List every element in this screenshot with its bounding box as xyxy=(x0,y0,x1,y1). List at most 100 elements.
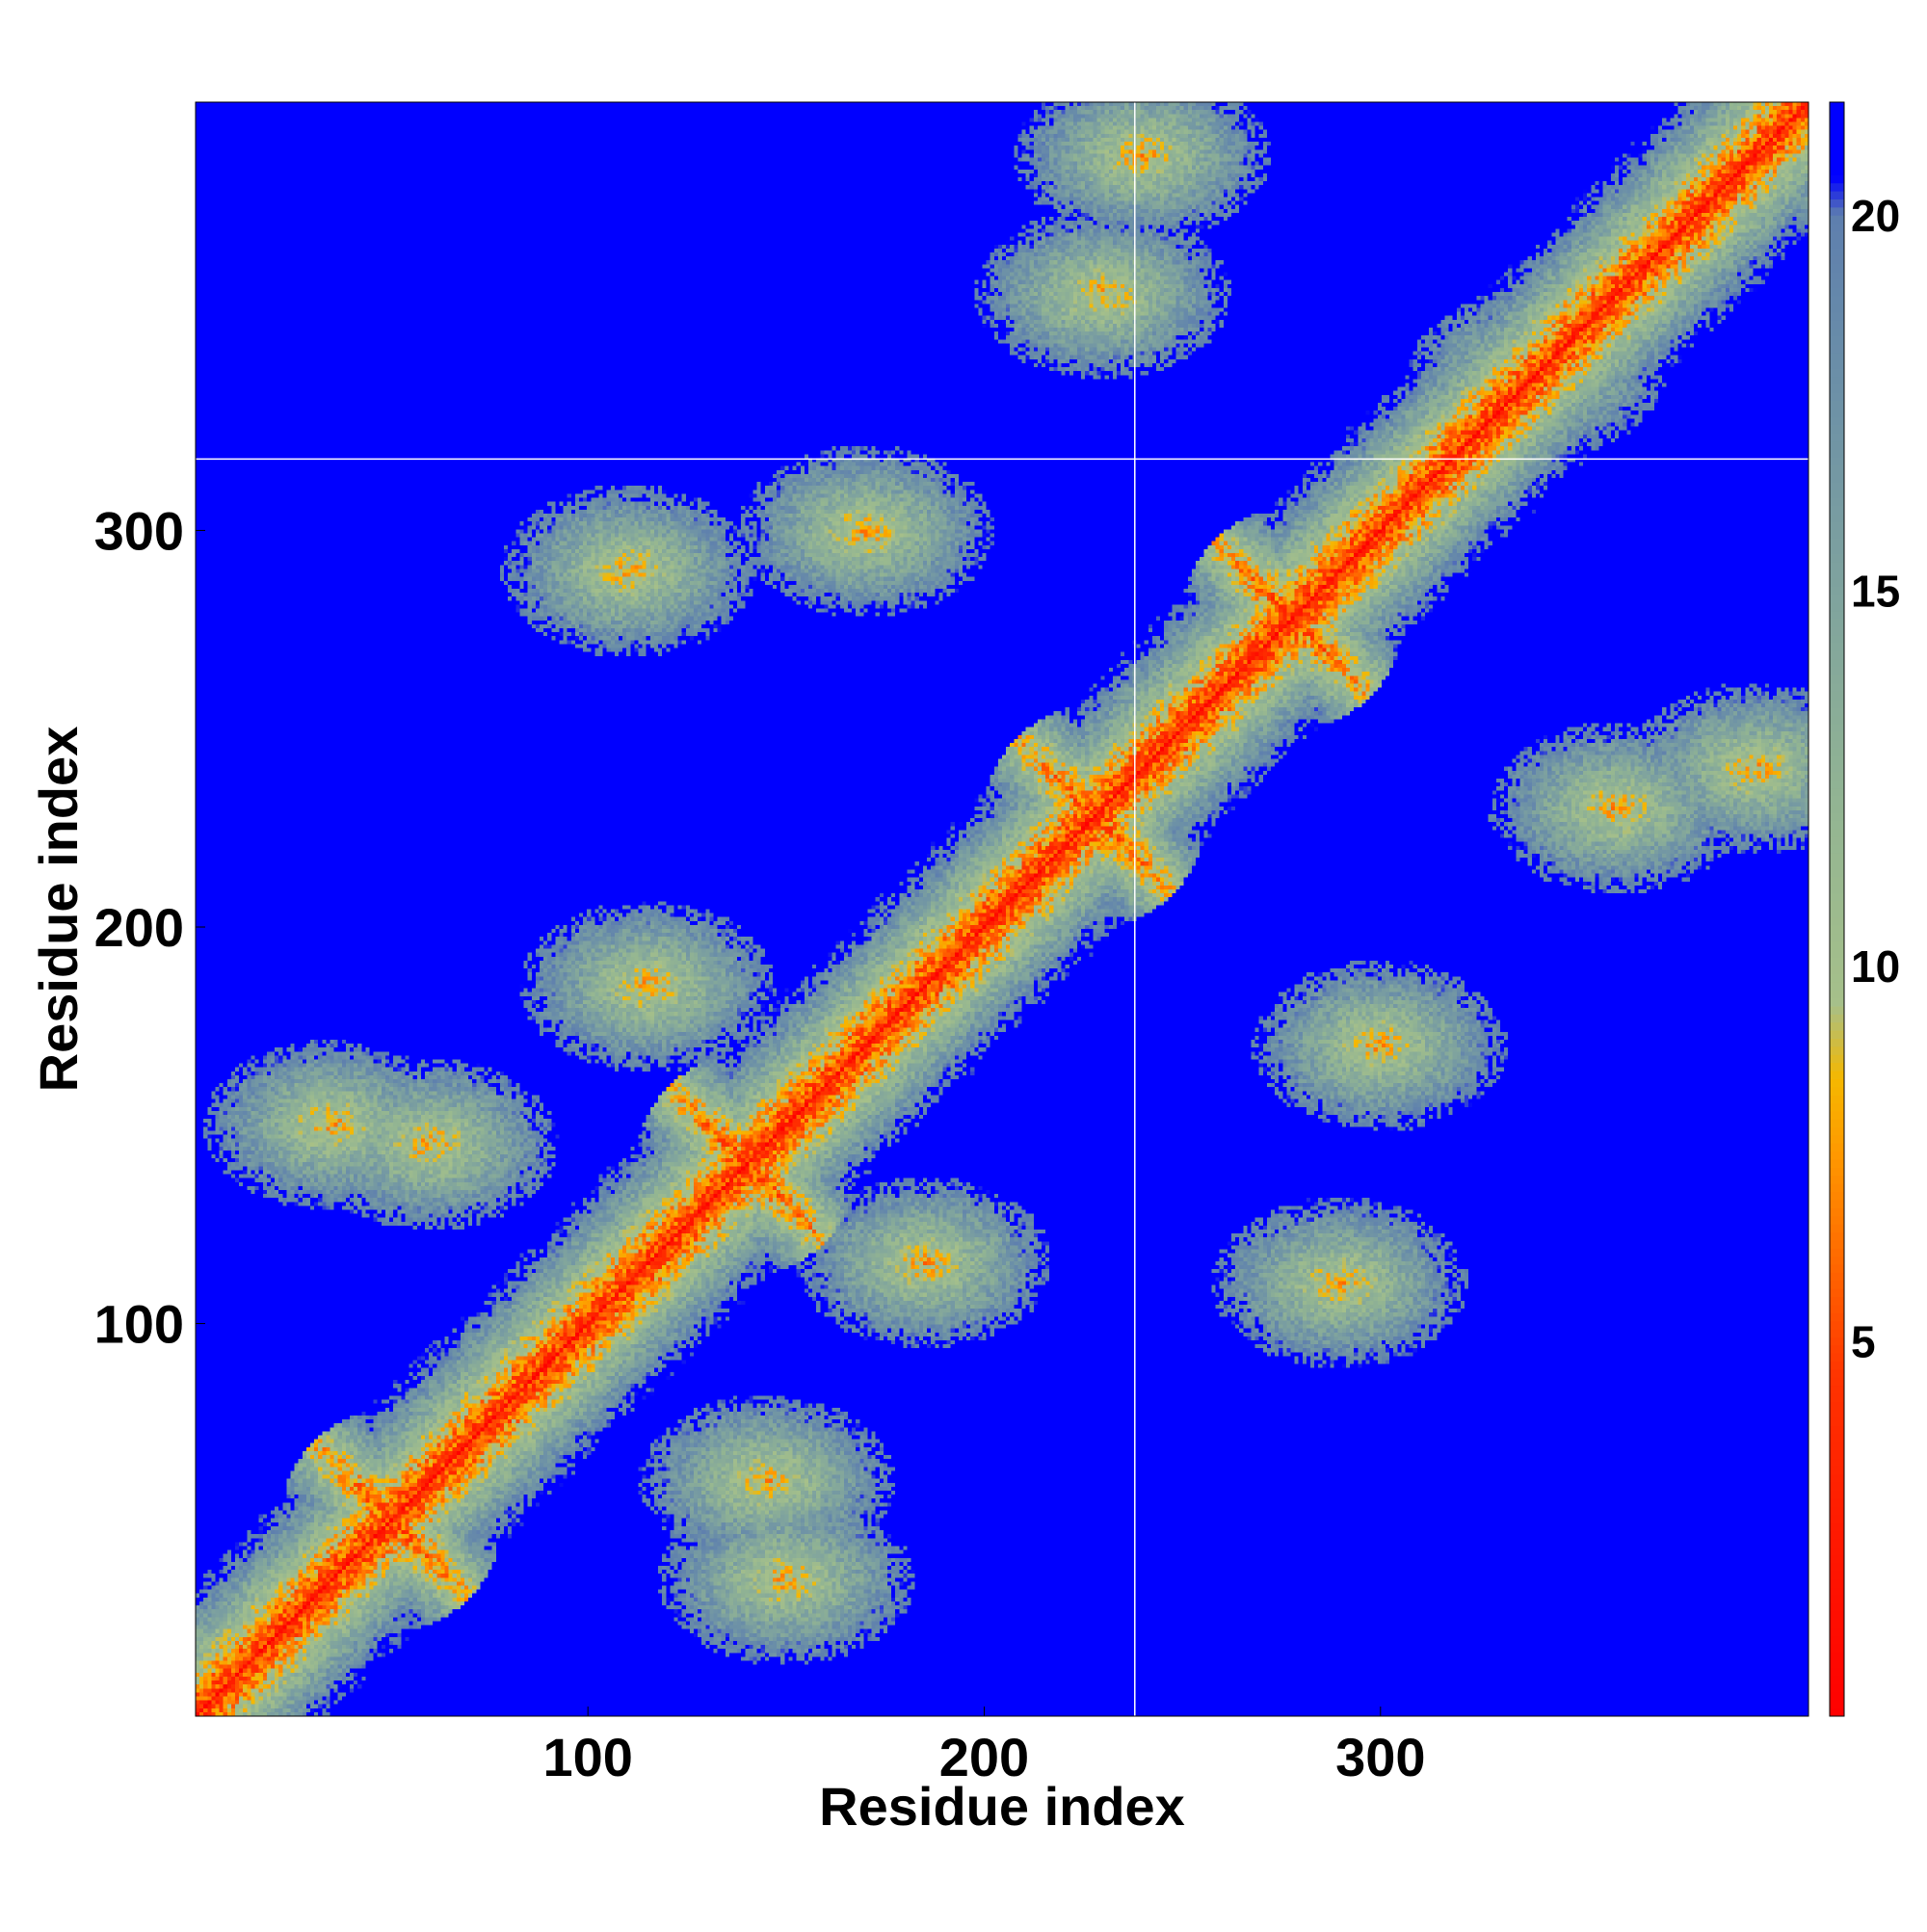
colorbar-segment xyxy=(1830,1038,1844,1047)
colorbar-segment xyxy=(1830,901,1844,910)
colorbar-segment xyxy=(1830,1280,1844,1289)
colorbar-segment xyxy=(1830,1385,1844,1394)
colorbar-segment xyxy=(1830,675,1844,684)
colorbar-segment xyxy=(1830,796,1844,806)
colorbar-segment xyxy=(1830,1497,1844,1507)
colorbar-segment xyxy=(1830,328,1844,337)
y-tick-label: 300 xyxy=(94,500,184,561)
colorbar-segment xyxy=(1830,392,1844,402)
colorbar-segment xyxy=(1830,1652,1844,1660)
colorbar-segment xyxy=(1830,1417,1844,1426)
colorbar-segment xyxy=(1830,126,1844,135)
colorbar-segment xyxy=(1830,836,1844,845)
y-tick-label: 200 xyxy=(94,897,184,958)
colorbar-segment xyxy=(1830,142,1844,151)
colorbar-segment xyxy=(1830,578,1844,587)
colorbar-segment xyxy=(1830,1458,1844,1467)
colorbar-segment xyxy=(1830,400,1844,410)
colorbar-segment xyxy=(1830,1361,1844,1370)
colorbar-segment xyxy=(1830,1683,1844,1693)
colorbar-segment xyxy=(1830,1611,1844,1620)
colorbar-segment xyxy=(1830,1562,1844,1572)
colorbar-segment xyxy=(1830,1006,1844,1015)
colorbar-segment xyxy=(1830,215,1844,225)
colorbar-segment xyxy=(1830,497,1844,507)
colorbar-segment xyxy=(1830,1409,1844,1418)
colorbar-segment xyxy=(1830,731,1844,741)
colorbar-segment xyxy=(1830,707,1844,716)
colorbar-segment xyxy=(1830,174,1844,184)
x-axis-label: Residue index xyxy=(819,1776,1185,1837)
colorbar-segment xyxy=(1830,1538,1844,1548)
colorbar-segment xyxy=(1830,1691,1844,1701)
colorbar-segment xyxy=(1830,804,1844,813)
colorbar-segment xyxy=(1830,755,1844,765)
x-tick-label: 200 xyxy=(939,1727,1029,1787)
colorbar-segment xyxy=(1830,1095,1844,1103)
colorbar-segment xyxy=(1830,1224,1844,1232)
colorbar-segment xyxy=(1830,787,1844,797)
colorbar-segment xyxy=(1830,231,1844,240)
colorbar-segment xyxy=(1830,1571,1844,1580)
colorbar-segment xyxy=(1830,182,1844,192)
colorbar-segment xyxy=(1830,287,1844,297)
colorbar-segment xyxy=(1830,1256,1844,1265)
y-axis-label: Residue index xyxy=(28,727,89,1093)
colorbar-segment xyxy=(1830,586,1844,595)
colorbar-segment xyxy=(1830,844,1844,854)
colorbar-segment xyxy=(1830,997,1844,1007)
colorbar-segment xyxy=(1830,158,1844,168)
colorbar-segment xyxy=(1830,981,1844,991)
colorbar-segment xyxy=(1830,1078,1844,1088)
colorbar-segment xyxy=(1830,320,1844,329)
y-axis-ticks: 100 200 300 xyxy=(94,500,205,1355)
colorbar-segment xyxy=(1830,1264,1844,1273)
colorbar-segment xyxy=(1830,554,1844,563)
x-axis-ticks: 100 200 300 xyxy=(542,1707,1426,1787)
colorbar-segment xyxy=(1830,110,1844,119)
colorbar-segment xyxy=(1830,610,1844,620)
colorbar xyxy=(1829,101,1845,1717)
colorbar-segment xyxy=(1830,1071,1844,1079)
colorbar-segment xyxy=(1830,828,1844,837)
colorbar-segment xyxy=(1830,1554,1844,1564)
colorbar-segment xyxy=(1830,490,1844,498)
colorbar-segment xyxy=(1830,167,1844,175)
colorbar-segment xyxy=(1830,1021,1844,1031)
colorbar-tick-label: 10 xyxy=(1851,941,1900,992)
colorbar-segment xyxy=(1830,409,1844,418)
colorbar-segment xyxy=(1830,925,1844,935)
reference-lines xyxy=(196,102,1808,1716)
colorbar-segment xyxy=(1830,514,1844,522)
colorbar-segment xyxy=(1830,1215,1844,1225)
colorbar-segment xyxy=(1830,667,1844,676)
colorbar-segment xyxy=(1830,739,1844,749)
colorbar-segment xyxy=(1830,1231,1844,1241)
colorbar-segment xyxy=(1830,1547,1844,1555)
colorbar-segment xyxy=(1830,1062,1844,1072)
colorbar-segment xyxy=(1830,1248,1844,1257)
colorbar-segment xyxy=(1830,1522,1844,1531)
colorbar-segment xyxy=(1830,1506,1844,1516)
colorbar-segment xyxy=(1830,304,1844,313)
y-tick-label: 100 xyxy=(94,1294,184,1355)
colorbar-segment xyxy=(1830,1344,1844,1354)
colorbar-segment xyxy=(1830,748,1844,756)
colorbar-segment xyxy=(1830,433,1844,442)
colorbar-segment xyxy=(1830,538,1844,547)
x-tick-label: 300 xyxy=(1335,1727,1425,1787)
colorbar-segment xyxy=(1830,360,1844,369)
colorbar-segment xyxy=(1830,1296,1844,1306)
colorbar-segment xyxy=(1830,1151,1844,1160)
colorbar-segment xyxy=(1830,529,1844,539)
colorbar-segment xyxy=(1830,1191,1844,1201)
colorbar-segment xyxy=(1830,279,1844,289)
colorbar-segment xyxy=(1830,1126,1844,1136)
colorbar-segment xyxy=(1830,1587,1844,1596)
colorbar-segment xyxy=(1830,699,1844,708)
colorbar-segment xyxy=(1830,1707,1844,1717)
colorbar-segment xyxy=(1830,1676,1844,1684)
colorbar-segment xyxy=(1830,1207,1844,1217)
colorbar-segment xyxy=(1830,933,1844,942)
